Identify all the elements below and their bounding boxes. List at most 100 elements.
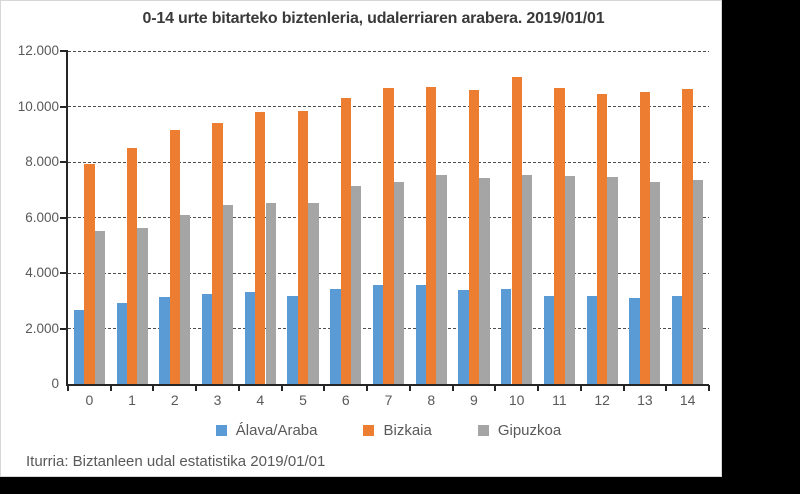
bar-gipuzkoa-13 <box>650 181 661 384</box>
y-axis-label: 6.000 <box>25 209 59 225</box>
source-note: Iturria: Biztanleen udal estatistika 201… <box>26 453 326 470</box>
legend-item--lava-araba: Álava/Araba <box>215 422 317 439</box>
chart-card: 0-14 urte bitarteko biztenleria, udalerr… <box>0 0 722 477</box>
bar-gipuzkoa-7 <box>393 181 405 384</box>
bar--lava-araba-10 <box>501 288 512 384</box>
chart-title: 0-14 urte bitarteko biztenleria, udalerr… <box>142 10 605 27</box>
bar--lava-araba-12 <box>586 296 597 384</box>
gridline <box>68 50 709 52</box>
bar-gipuzkoa-0 <box>94 231 105 384</box>
bar--lava-araba-0 <box>73 310 85 384</box>
bar-gipuzkoa-9 <box>479 177 490 384</box>
y-axis-label: 0 <box>51 376 59 391</box>
x-axis-tick <box>109 385 112 391</box>
x-axis-label: 4 <box>256 392 265 408</box>
bar-bizkaia-13 <box>639 92 651 384</box>
x-axis-tick <box>708 385 710 391</box>
bar-gipuzkoa-11 <box>564 176 576 384</box>
bar--lava-araba-1 <box>116 302 127 384</box>
x-axis-label: 9 <box>470 392 478 408</box>
bar-gipuzkoa-10 <box>521 175 533 384</box>
bar-bizkaia-7 <box>383 88 394 384</box>
bar--lava-araba-5 <box>287 296 298 384</box>
bar-gipuzkoa-1 <box>137 228 148 384</box>
bar-gipuzkoa-14 <box>692 180 704 384</box>
bar-bizkaia-12 <box>596 94 608 384</box>
bar-bizkaia-3 <box>212 123 223 384</box>
bar-bizkaia-1 <box>126 147 138 384</box>
y-axis-tick <box>60 327 67 330</box>
y-axis-tick <box>60 272 67 274</box>
x-axis-tick <box>195 385 198 391</box>
x-axis-label: 7 <box>384 392 393 408</box>
bar-gipuzkoa-4 <box>265 203 276 384</box>
x-axis-label: 3 <box>213 392 222 408</box>
bar--lava-araba-13 <box>629 298 640 384</box>
legend-label: Bizkaia <box>383 422 432 439</box>
bar-bizkaia-8 <box>426 87 437 384</box>
y-axis-tick <box>60 216 67 219</box>
x-axis-label: 8 <box>427 392 436 408</box>
bar-gipuzkoa-6 <box>350 185 362 384</box>
bar-gipuzkoa-2 <box>180 214 191 384</box>
bar--lava-araba-8 <box>415 284 427 384</box>
bar-gipuzkoa-5 <box>308 203 319 384</box>
x-axis-tick <box>451 385 454 391</box>
y-axis-label: 4.000 <box>25 265 59 280</box>
bar--lava-araba-11 <box>543 296 555 384</box>
y-axis-label: 10.000 <box>17 98 59 114</box>
y-axis-label: 2.000 <box>25 320 59 336</box>
bar-bizkaia-9 <box>468 89 480 384</box>
y-axis-tick <box>60 50 67 52</box>
bar--lava-araba-14 <box>672 295 683 384</box>
x-axis-tick <box>323 385 326 391</box>
bar-bizkaia-4 <box>255 111 266 384</box>
y-axis-line <box>66 50 68 386</box>
x-axis-tick <box>579 385 582 391</box>
bar-bizkaia-6 <box>340 97 351 384</box>
x-axis-label: 0 <box>85 392 94 408</box>
x-axis-label: 1 <box>128 392 136 408</box>
legend-item-gipuzkoa: Gipuzkoa <box>477 422 562 439</box>
bar--lava-araba-4 <box>244 291 256 384</box>
bar-bizkaia-2 <box>169 130 181 384</box>
x-axis-tick <box>67 385 69 391</box>
legend-item-bizkaia: Bizkaia <box>363 422 432 439</box>
y-axis-label: 12.000 <box>17 43 59 58</box>
x-axis-label: 11 <box>552 392 567 408</box>
legend: Álava/Araba Bizkaia Gipuzkoa <box>68 422 709 439</box>
bar-bizkaia-5 <box>297 110 309 384</box>
x-axis-tick <box>152 385 155 391</box>
legend-swatch-icon <box>477 425 489 436</box>
bar--lava-araba-9 <box>458 289 469 384</box>
bar-bizkaia-0 <box>84 164 95 384</box>
x-axis-line <box>66 384 709 386</box>
bar-gipuzkoa-12 <box>607 176 618 384</box>
bar--lava-araba-3 <box>201 293 213 384</box>
y-axis-tick <box>60 105 67 108</box>
legend-swatch-icon <box>363 425 375 436</box>
legend-swatch-icon <box>215 425 227 436</box>
bar-gipuzkoa-8 <box>436 175 447 384</box>
x-axis-label: 6 <box>341 392 350 408</box>
x-axis-tick <box>237 385 240 391</box>
x-axis-label: 2 <box>170 392 179 408</box>
x-axis-label: 14 <box>679 392 696 408</box>
plot-area <box>60 50 710 391</box>
x-axis-label: 12 <box>594 392 610 408</box>
bar--lava-araba-2 <box>159 297 170 384</box>
x-axis-label: 10 <box>508 392 525 408</box>
x-axis-tick <box>494 385 497 391</box>
x-axis-label: 13 <box>637 392 653 408</box>
y-axis-tick <box>60 161 67 163</box>
x-axis-tick <box>537 385 540 391</box>
bar--lava-araba-7 <box>372 285 384 384</box>
bar-bizkaia-11 <box>554 88 565 384</box>
x-axis-label: 5 <box>299 392 307 408</box>
bar--lava-araba-6 <box>330 288 341 384</box>
y-axis-label: 8.000 <box>25 154 59 169</box>
bar-bizkaia-14 <box>682 89 693 384</box>
x-axis-tick <box>665 385 668 391</box>
legend-label: Gipuzkoa <box>497 422 562 439</box>
